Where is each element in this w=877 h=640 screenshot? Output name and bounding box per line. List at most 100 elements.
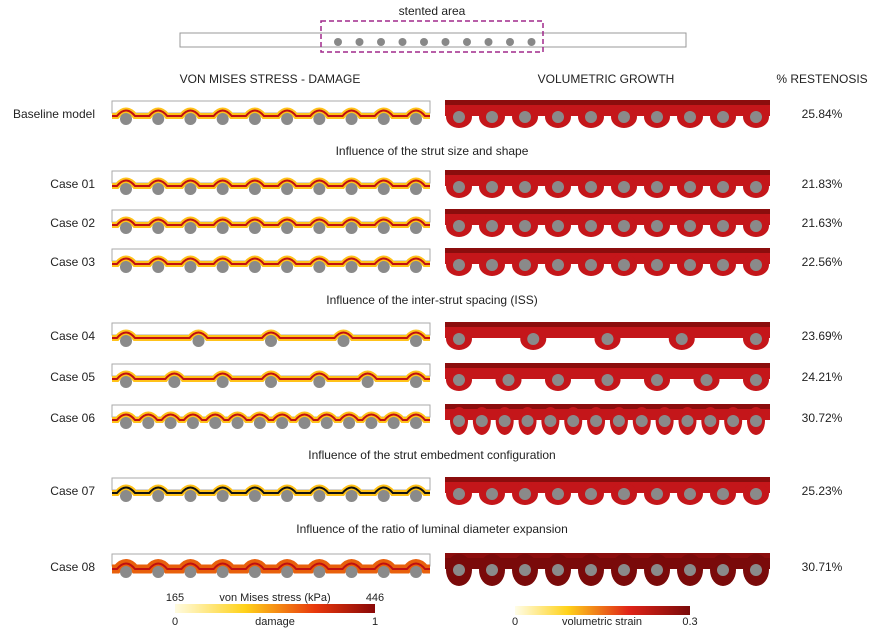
damage-line <box>112 413 430 421</box>
strut <box>453 564 465 576</box>
strut <box>486 220 498 232</box>
strut <box>506 38 514 46</box>
strut <box>585 488 597 500</box>
growth-top <box>445 363 770 368</box>
strut <box>750 220 762 232</box>
strut <box>750 374 762 386</box>
strut <box>343 417 356 429</box>
strut <box>120 183 132 195</box>
damage-line <box>112 218 430 226</box>
strut <box>216 490 229 502</box>
restenosis: 25.23% <box>802 484 843 498</box>
legend-min: 165 <box>166 592 184 604</box>
strut <box>313 490 326 502</box>
strut <box>453 220 465 232</box>
strut <box>618 564 630 576</box>
strut <box>675 333 688 345</box>
strut <box>651 111 663 123</box>
strut <box>192 335 205 347</box>
strut <box>498 415 511 427</box>
strut <box>519 259 531 271</box>
growth-top <box>445 100 770 105</box>
strut <box>552 111 564 123</box>
strut <box>184 566 197 578</box>
restenosis: 30.71% <box>802 560 843 574</box>
strut <box>281 490 294 502</box>
strut <box>186 417 199 429</box>
strut <box>453 259 465 271</box>
legend-max: 446 <box>366 592 384 604</box>
strut <box>120 335 132 347</box>
strut <box>152 113 165 125</box>
strut <box>231 417 244 429</box>
strut <box>377 183 390 195</box>
section-heading: Influence of the strut embedment configu… <box>308 448 555 462</box>
section-heading: Influence of the ratio of luminal diamet… <box>296 522 568 536</box>
strut <box>410 222 422 234</box>
legend-title: damage <box>255 616 295 628</box>
strut <box>313 222 326 234</box>
strut <box>552 374 564 386</box>
vessel-outline <box>111 404 431 418</box>
strut <box>704 415 717 427</box>
strut <box>248 566 261 578</box>
strut <box>281 261 294 273</box>
strut <box>585 220 597 232</box>
strut <box>684 259 696 271</box>
damage-line <box>112 331 430 339</box>
strut <box>552 488 564 500</box>
strut <box>618 111 630 123</box>
strut <box>248 261 261 273</box>
strut <box>410 376 422 388</box>
strut <box>410 417 422 429</box>
strut <box>248 183 261 195</box>
strut <box>248 113 261 125</box>
legend-title: von Mises stress (kPa) <box>219 592 330 604</box>
strut <box>684 488 696 500</box>
strut <box>519 111 531 123</box>
strut <box>486 181 498 193</box>
strut <box>410 490 422 502</box>
strut <box>552 564 564 576</box>
strut <box>120 376 132 388</box>
stented-box <box>320 20 544 53</box>
strut <box>120 113 132 125</box>
strut <box>209 417 222 429</box>
strut <box>345 183 358 195</box>
strut <box>345 222 358 234</box>
strut <box>684 220 696 232</box>
strut <box>651 564 663 576</box>
strut <box>248 490 261 502</box>
strut <box>345 490 358 502</box>
restenosis: 25.84% <box>802 107 843 121</box>
strut <box>618 220 630 232</box>
legend-max: 1 <box>372 616 378 628</box>
strut <box>377 113 390 125</box>
strut <box>120 566 132 578</box>
strut <box>184 490 197 502</box>
strut <box>651 374 663 386</box>
strut <box>750 181 762 193</box>
strut <box>398 38 407 46</box>
section-heading: Influence of the strut size and shape <box>336 144 529 158</box>
strut <box>700 374 713 386</box>
strut <box>727 415 740 427</box>
legend-min: 0 <box>172 616 178 628</box>
strut <box>355 38 364 46</box>
strut <box>585 111 597 123</box>
strut <box>281 222 294 234</box>
strut <box>750 333 762 345</box>
strut <box>387 417 400 429</box>
strut <box>567 415 580 427</box>
strut <box>750 488 762 500</box>
strut <box>585 259 597 271</box>
strut <box>658 415 671 427</box>
restenosis: 23.69% <box>802 329 843 343</box>
strut <box>410 183 422 195</box>
strut <box>519 488 531 500</box>
strut <box>475 415 488 427</box>
column-header: VON MISES STRESS - DAMAGE <box>180 72 361 86</box>
strut <box>265 376 277 388</box>
strut <box>298 417 311 429</box>
